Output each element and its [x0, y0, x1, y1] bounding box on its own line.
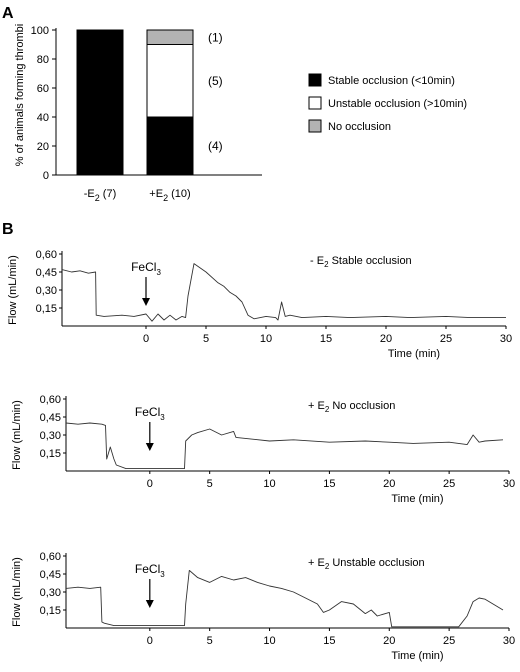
trace-ylabel: Flow (mL/min)	[11, 557, 23, 627]
trace-y-tick-label: 0,30	[40, 430, 61, 442]
fecl3-arrow-head	[142, 298, 150, 306]
fecl3-arrow-head	[145, 443, 154, 451]
trace-x-tick-label: 0	[147, 635, 153, 647]
segment-label: (5)	[208, 74, 223, 88]
legend: Stable occlusion (<10min) Unstable occlus…	[308, 73, 467, 133]
trace-title: + E2 No occlusion	[308, 400, 395, 414]
fecl3-label: FeCl3	[135, 405, 165, 422]
stacked-bars: (4) (5) (1)	[76, 29, 223, 176]
trace-x-tick-label: 0	[147, 478, 153, 490]
bar-segment	[76, 29, 124, 176]
panel-a-ylabel: % of animals forming thrombi	[14, 24, 26, 166]
trace-x-tick-label: 25	[443, 478, 455, 490]
flow-trace-line	[65, 569, 504, 628]
bar-category-label: +E2 (10)	[149, 188, 190, 203]
panel-b: B 0,15 0,30 0,45 0,60 0 5 10 15 20 25 30 Time (min)…	[2, 221, 515, 662]
trace-x-tick-label: 10	[263, 478, 275, 490]
panel-a-label: A	[2, 5, 14, 22]
panel-a: A % of animals forming thrombi 0 20 40 60 80…	[2, 5, 467, 203]
legend-entry-label: Unstable occlusion (>10min)	[328, 98, 467, 110]
fecl3-label: FeCl3	[135, 562, 165, 579]
trace-x-tick-label: 15	[323, 478, 335, 490]
trace-y-tick-label: 0,60	[40, 394, 61, 406]
trace-ylabel: Flow (mL/min)	[11, 400, 23, 470]
bar-segment	[146, 29, 194, 45]
bar-y-tick-label: 20	[37, 141, 49, 153]
trace-x-tick-label: 10	[263, 635, 275, 647]
legend-swatch	[308, 73, 322, 87]
legend-entry-label: No occlusion	[328, 121, 391, 133]
trace-y-tick-label: 0,15	[40, 448, 61, 460]
trace-x-tick-label: 30	[500, 333, 512, 345]
trace-x-tick-label: 30	[503, 635, 515, 647]
trace-x-tick-label: 15	[320, 333, 332, 345]
legend-swatch	[308, 119, 322, 133]
bar-category-label: -E2 (7)	[84, 188, 117, 203]
panel-b-label: B	[2, 221, 14, 238]
trace-y-tick-label: 0,30	[40, 587, 61, 599]
legend-entry-label: Stable occlusion (<10min)	[328, 75, 455, 87]
trace-x-tick-label: 15	[323, 635, 335, 647]
trace-x-tick-label: 5	[207, 478, 213, 490]
trace-x-tick-label: 10	[260, 333, 272, 345]
bar-y-tick-label: 40	[37, 112, 49, 124]
trace-y-tick-label: 0,60	[40, 551, 61, 563]
fecl3-arrow-head	[145, 600, 154, 608]
segment-label: (1)	[208, 30, 223, 44]
trace-x-tick-label: 20	[383, 635, 395, 647]
trace-x-tick-label: 20	[383, 478, 395, 490]
trace-xlabel: Time (min)	[391, 493, 443, 505]
trace-x-tick-label: 5	[203, 333, 209, 345]
flow-trace-line	[65, 422, 504, 470]
bar-y-tick-label: 60	[37, 83, 49, 95]
trace-xlabel: Time (min)	[388, 348, 440, 360]
segment-label: (4)	[208, 139, 223, 153]
trace-x-tick-label: 5	[207, 635, 213, 647]
trace-x-tick-label: 25	[443, 635, 455, 647]
legend-swatch	[308, 96, 322, 110]
trace-xlabel: Time (min)	[391, 650, 443, 662]
trace-title: - E2 Stable occlusion	[310, 255, 412, 269]
trace-y-tick-label: 0,15	[40, 605, 61, 617]
bar-y-tick-label: 100	[31, 25, 49, 37]
flow-trace-line	[61, 263, 506, 322]
fecl3-label: FeCl3	[131, 260, 161, 277]
flow-traces: 0,15 0,30 0,45 0,60 0 5 10 15 20 25 30 Time (min) Fl…	[7, 249, 515, 662]
trace-x-tick-label: 20	[380, 333, 392, 345]
trace-x-tick-label: 25	[440, 333, 452, 345]
trace-x-tick-label: 30	[503, 478, 515, 490]
bar-y-tick-label: 80	[37, 54, 49, 66]
trace-y-tick-label: 0,15	[36, 303, 57, 315]
trace-y-tick-label: 0,45	[40, 412, 61, 424]
bar-segment	[146, 116, 194, 176]
bar-y-tick-label: 0	[43, 170, 49, 182]
trace-y-tick-label: 0,45	[40, 569, 61, 581]
trace-y-tick-label: 0,60	[36, 249, 57, 261]
bar-segment	[146, 44, 194, 118]
trace-y-tick-label: 0,45	[36, 267, 57, 279]
trace-y-tick-label: 0,30	[36, 285, 57, 297]
trace-ylabel: Flow (mL/min)	[7, 255, 19, 325]
trace-title: + E2 Unstable occlusion	[308, 557, 425, 571]
bar-axes: 0 20 40 60 80 100 -E2 (7) +E2 (10)	[31, 25, 262, 203]
trace-x-tick-label: 0	[143, 333, 149, 345]
